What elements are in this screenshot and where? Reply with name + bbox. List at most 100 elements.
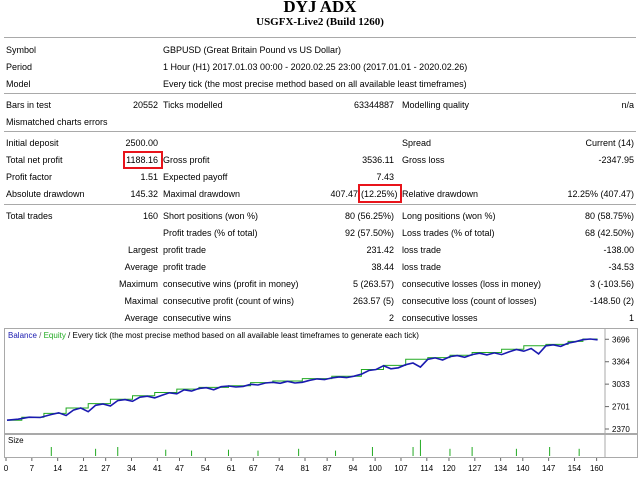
y-tick-label: 3364: [612, 358, 630, 367]
x-tick-label: 27: [101, 464, 110, 473]
short-value: 80 (56.25%): [344, 211, 394, 221]
model-label: Model: [6, 79, 31, 89]
x-tick-label: 114: [420, 464, 433, 473]
bars-label: Bars in test: [6, 100, 52, 110]
x-tick-label: 107: [394, 464, 408, 473]
pf-label: Profit factor: [6, 172, 53, 182]
max-consec-loss-label: consecutive loss (count of losses): [402, 296, 537, 306]
symbol-value: GBPUSD (Great Britain Pound vs US Dollar…: [163, 45, 342, 55]
x-tick-label: 47: [175, 464, 184, 473]
x-tick-label: 41: [153, 464, 162, 473]
short-label: Short positions (won %): [163, 211, 259, 221]
max-consec-wins-value: 5 (263.57): [352, 279, 394, 289]
x-tick-label: 0: [4, 464, 9, 473]
largest-label: Largest: [127, 245, 158, 255]
maxdd-value: 407.47: [330, 189, 358, 199]
absdd-label: Absolute drawdown: [6, 189, 85, 199]
grossloss-label: Gross loss: [402, 155, 445, 165]
max-consec-wins-label: consecutive wins (profit in money): [163, 279, 299, 289]
x-tick-label: 21: [79, 464, 88, 473]
average-profit-label: profit trade: [163, 262, 207, 272]
legend-equity: Equity: [43, 331, 66, 340]
legend-desc: / Every tick (the most precise method ba…: [65, 331, 419, 340]
netprofit-label: Total net profit: [6, 155, 63, 165]
x-tick-label: 87: [323, 464, 332, 473]
spread-value: Current (14): [585, 138, 634, 148]
x-tick-label: 100: [368, 464, 382, 473]
divider: [4, 204, 636, 205]
avg-consec-losses-value: 1: [628, 313, 634, 323]
absdd-value: 145.32: [130, 189, 158, 199]
max-consec-profit-value: 263.57 (5): [352, 296, 394, 306]
x-axis: 0 7 14 21 27 34 41 47 54 61 67 74 81 87 94 100 107 114 120…: [4, 458, 604, 473]
period-label: Period: [6, 62, 33, 72]
average2-label: Average: [124, 313, 158, 323]
quality-label: Modelling quality: [402, 100, 470, 110]
grossprofit-label: Gross profit: [163, 155, 210, 165]
highlight-box: [358, 184, 402, 203]
ptrades-value: 92 (57.50%): [344, 228, 394, 238]
x-tick-label: 74: [275, 464, 284, 473]
average-loss-label: loss trade: [402, 262, 442, 272]
highlight-box: [123, 151, 163, 169]
max-consec-losses-label: consecutive losses (loss in money): [402, 279, 542, 289]
ep-value: 7.43: [376, 172, 394, 182]
report-title: DYJ ADX: [283, 0, 357, 16]
largest-profit-value: 231.42: [366, 245, 394, 255]
x-tick-label: 127: [468, 464, 482, 473]
avg-consec-wins-value: 2: [388, 313, 394, 323]
pf-value: 1.51: [140, 172, 158, 182]
average-profit-value: 38.44: [371, 262, 394, 272]
max-consec-loss-value: -148.50 (2): [589, 296, 634, 306]
x-tick-label: 81: [301, 464, 310, 473]
netprofit-value: 1188.16: [126, 155, 158, 165]
ticks-value: 63344887: [353, 100, 394, 110]
maximum-label: Maximum: [118, 279, 158, 289]
maxdd-label: Maximal drawdown: [163, 189, 241, 199]
symbol-label: Symbol: [6, 45, 37, 55]
x-tick-label: 67: [249, 464, 258, 473]
size-panel: Size: [4, 434, 638, 458]
y-tick-label: 3033: [612, 380, 630, 389]
y-tick-label: 2370: [612, 425, 630, 433]
x-tick-label: 34: [127, 464, 136, 473]
max-consec-losses-value: 3 (-103.56): [589, 279, 634, 289]
ltrades-label: Loss trades (% of total): [402, 228, 495, 238]
average-label: Average: [124, 262, 158, 272]
long-value: 80 (58.75%): [584, 211, 634, 221]
ticks-label: Ticks modelled: [163, 100, 223, 110]
x-tick-label: 7: [30, 464, 35, 473]
legend-sep: /: [36, 331, 44, 340]
period-value: 1 Hour (H1) 2017.01.03 00:00 - 2020.02.2…: [163, 62, 468, 72]
ptrades-label: Profit trades (% of total): [163, 228, 258, 238]
long-label: Long positions (won %): [402, 211, 496, 221]
largest-profit-label: profit trade: [163, 245, 207, 255]
trades-value: 160: [142, 211, 158, 221]
divider: [4, 131, 636, 132]
x-tick-label: 14: [53, 464, 62, 473]
reldd-value: 12.25% (407.47): [567, 189, 634, 199]
grossloss-value: -2347.95: [598, 155, 634, 165]
largest-loss-label: loss trade: [402, 245, 442, 255]
max-consec-profit-label: consecutive profit (count of wins): [163, 296, 295, 306]
model-value: Every tick (the most precise method base…: [163, 79, 467, 89]
chart-legend: Balance / Equity / Every tick (the most …: [8, 330, 419, 342]
y-tick-label: 3696: [612, 335, 630, 344]
x-tick-label: 61: [227, 464, 236, 473]
x-tick-label: 140: [516, 464, 530, 473]
balance-line: [6, 338, 598, 421]
bars-value: 20552: [132, 100, 158, 110]
avg-consec-wins-label: consecutive wins: [163, 313, 232, 323]
x-tick-label: 160: [590, 464, 604, 473]
ep-label: Expected payoff: [163, 172, 228, 182]
grossprofit-value: 3536.11: [362, 155, 394, 165]
spread-label: Spread: [402, 138, 432, 148]
reldd-label: Relative drawdown: [402, 189, 479, 199]
report-subtitle: USGFX-Live2 (Build 1260): [256, 16, 384, 28]
y-tick-label: 2701: [612, 403, 630, 412]
trades-label: Total trades: [6, 211, 53, 221]
x-tick-label: 154: [568, 464, 582, 473]
legend-balance: Balance: [8, 331, 37, 340]
size-label: Size: [8, 436, 24, 445]
divider: [4, 37, 636, 38]
